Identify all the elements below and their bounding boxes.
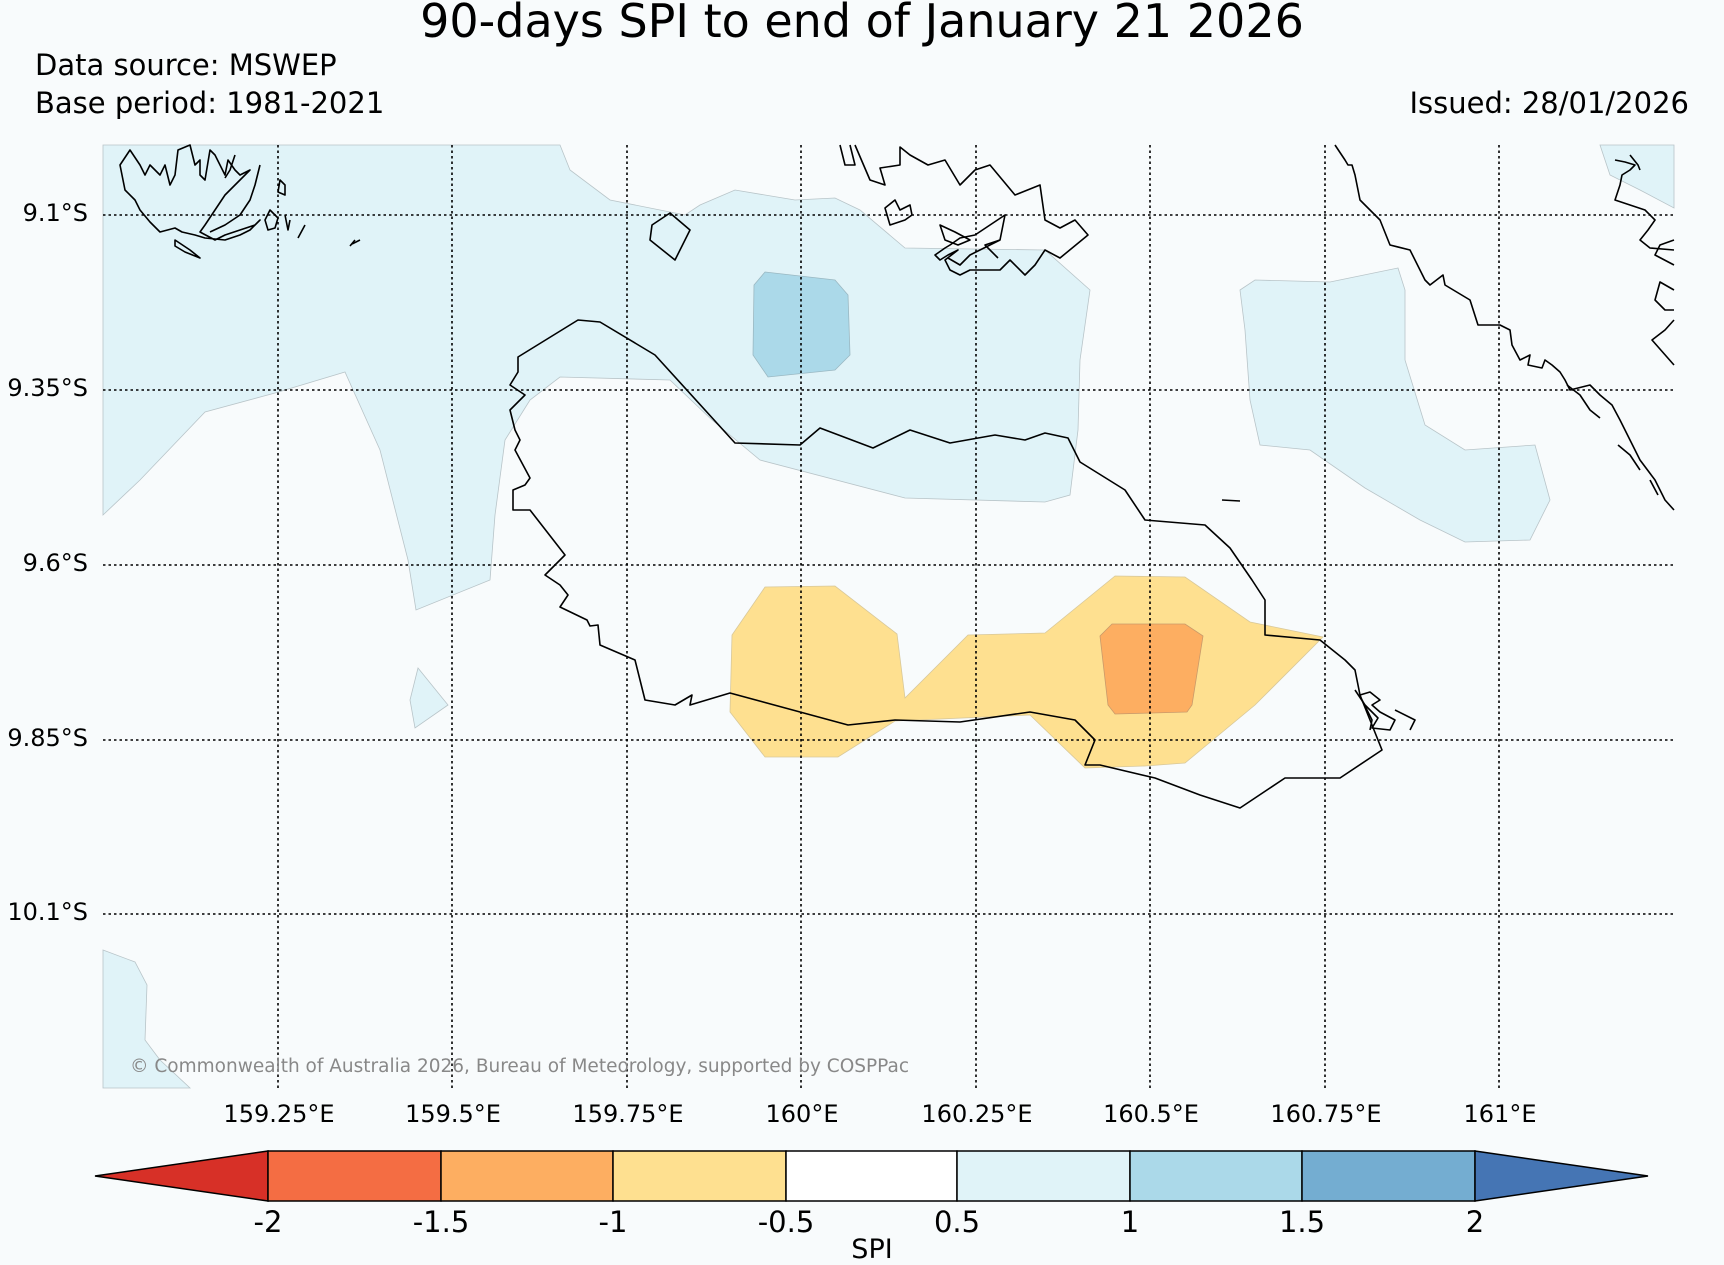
colorbar-bin (612, 1150, 787, 1202)
wet-area-core (752, 271, 851, 378)
lon-label: 160°E (765, 1100, 839, 1128)
colorbar-bin (267, 1150, 442, 1202)
colorbar-bin (785, 1150, 958, 1202)
coast-malaita-frag-a (1566, 384, 1601, 419)
colorbar-extend-high (1474, 1150, 1649, 1202)
coast-nggela-north (839, 144, 856, 166)
colorbar-bin (1129, 1150, 1303, 1202)
coast-russell-i (277, 179, 286, 196)
colorbar-tick-label: 0.5 (933, 1205, 981, 1239)
lat-label: 9.85°S (7, 724, 88, 752)
graticule (103, 145, 1674, 1088)
coast-russell-h (224, 154, 236, 179)
colorbar-tick-label: -0.5 (757, 1205, 815, 1239)
coast-nggela-a (854, 144, 1089, 276)
coast-russell-c (209, 164, 261, 233)
coast-islet-a (649, 212, 691, 261)
lat-label: 9.1°S (22, 199, 88, 227)
lon-label: 160.25°E (921, 1100, 1033, 1128)
lon-label: 161°E (1463, 1100, 1537, 1128)
coast-russell-f (297, 224, 306, 239)
wet-area-north-west (102, 144, 1091, 611)
coast-malaita-east-b (1654, 281, 1675, 311)
wet-area-east (1239, 267, 1551, 543)
wet-area-small-island (409, 667, 449, 729)
colorbar-tick-label: -1.5 (412, 1205, 470, 1239)
coastlines (119, 144, 1675, 809)
lat-label: 9.35°S (7, 374, 88, 402)
issued-date: Issued: 28/01/2026 (1409, 86, 1689, 120)
lat-label: 9.6°S (22, 549, 88, 577)
lon-label: 160.5°E (1103, 1100, 1199, 1128)
coast-russell-e (284, 214, 291, 231)
spi-wet-1-to-1-5-fills (752, 271, 851, 378)
colorbar-bin (440, 1150, 614, 1202)
colorbar-bin (1301, 1150, 1476, 1202)
colorbar-tick-label: 1 (1120, 1205, 1140, 1239)
colorbar-title: SPI (851, 1234, 893, 1265)
wet-area-southwest (102, 949, 192, 1089)
coast-nggela-d (939, 224, 971, 246)
coast-malaita-frag-b (1617, 444, 1641, 471)
lon-label: 160.75°E (1270, 1100, 1382, 1128)
coast-malaita-east-c (1651, 319, 1675, 366)
base-period: Base period: 1981-2021 (35, 86, 385, 120)
coast-northeast-a (1614, 159, 1675, 251)
coast-guadalcanal (509, 319, 1383, 809)
lon-label: 159.25°E (223, 1100, 335, 1128)
coast-marau-a (1354, 689, 1396, 731)
coast-northeast-b (1629, 154, 1641, 171)
map-title: 90-days SPI to end of January 21 2026 (420, 0, 1304, 48)
spi-dry-minus1-5-to-minus1-fills (1099, 623, 1204, 715)
colorbar (94, 1150, 1649, 1202)
dry-area-core (1099, 623, 1204, 715)
colorbar-tick-label: 2 (1465, 1205, 1485, 1239)
colorbar-tick-label: -2 (253, 1205, 283, 1239)
coast-malaita-arc (1334, 144, 1675, 511)
coast-malaita-east (1654, 239, 1675, 266)
lon-label: 159.5°E (405, 1100, 501, 1128)
coast-islet-b (1221, 499, 1241, 502)
lat-label: 10.1°S (7, 898, 88, 926)
coast-nggela-c (884, 199, 913, 226)
data-source: Data source: MSWEP (35, 48, 337, 82)
colorbar-tick-label: 1.5 (1278, 1205, 1326, 1239)
colorbar-bin (956, 1150, 1131, 1202)
spi-wet-0-5-to-1-fills (102, 144, 1675, 1089)
lon-label: 159.75°E (572, 1100, 684, 1128)
coast-russell-b (174, 239, 201, 259)
coast-marau-c (1394, 709, 1416, 731)
colorbar-extend-low (94, 1150, 269, 1202)
coast-russell-j (351, 239, 361, 245)
coast-malaita-frag-c (1649, 479, 1659, 496)
coast-nggela-b (947, 239, 1001, 266)
coast-marau-b (1361, 699, 1373, 731)
coast-russell-a (119, 144, 261, 241)
coast-russell-d (264, 209, 279, 231)
copyright-credit: © Commonwealth of Australia 2026, Bureau… (130, 1056, 910, 1077)
colorbar-tick-label: -1 (598, 1205, 628, 1239)
